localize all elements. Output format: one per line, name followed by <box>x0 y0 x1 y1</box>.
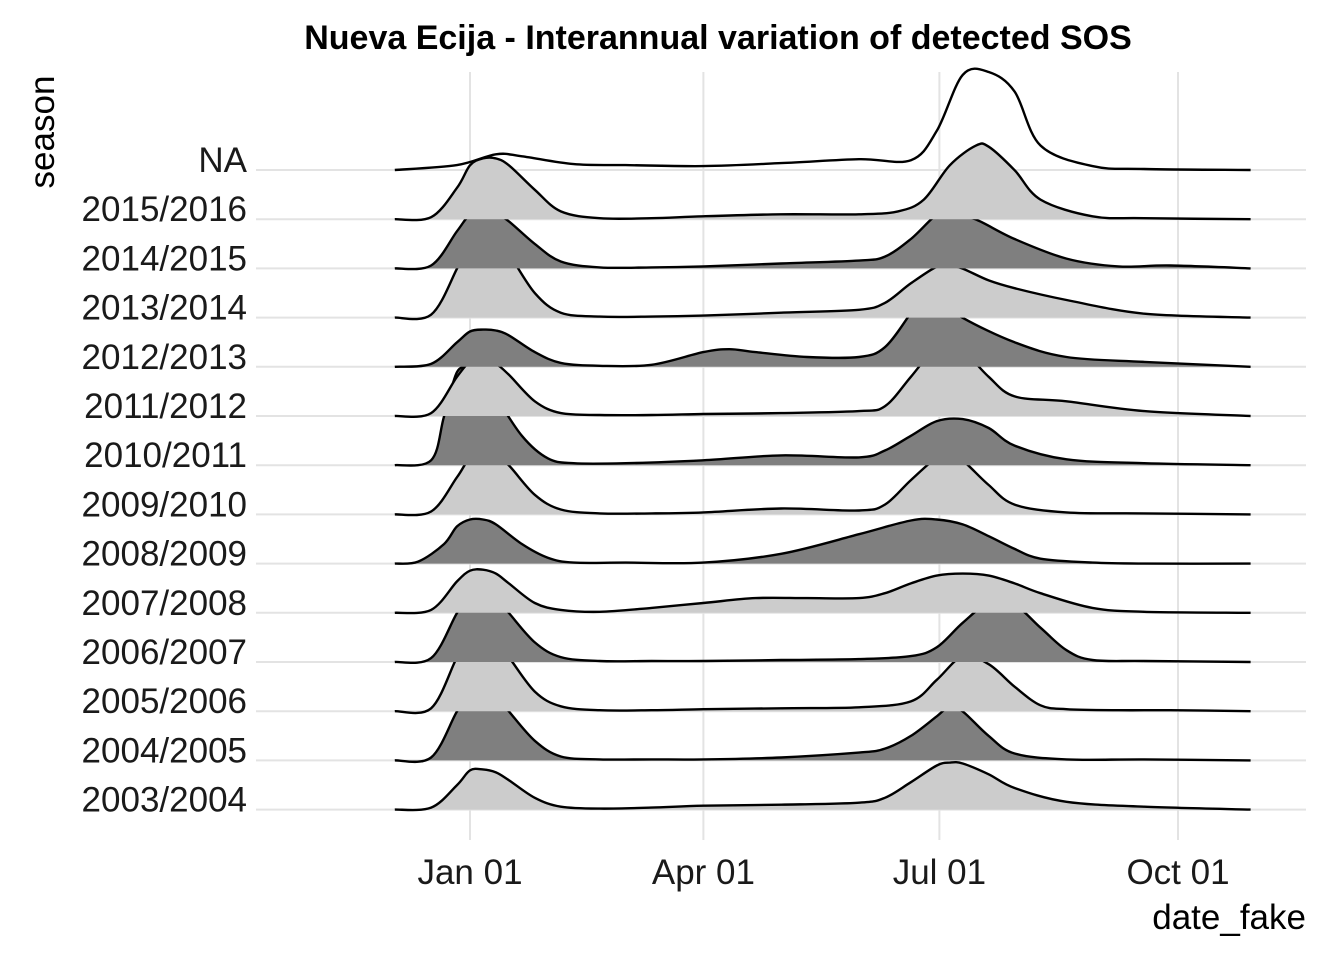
y-axis-title: season <box>23 76 62 189</box>
ridge-line-2008-2009 <box>394 517 1251 565</box>
y-tick-label-na: NA <box>198 141 247 180</box>
ridge-fill-2008-2009 <box>394 518 1251 564</box>
ridges <box>394 67 1251 812</box>
y-tick-label-2006-2007: 2006/2007 <box>82 633 247 672</box>
ridge-line-na <box>394 67 1251 172</box>
y-tick-label-2007-2008: 2007/2008 <box>82 584 247 623</box>
y-tick-label-2011-2012: 2011/2012 <box>84 387 247 426</box>
y-tick-label-2012-2013: 2012/2013 <box>82 338 247 377</box>
y-tick-label-2009-2010: 2009/2010 <box>82 485 247 524</box>
y-tick-label-2015-2016: 2015/2016 <box>82 190 247 229</box>
y-tick-label-2003-2004: 2003/2004 <box>82 781 247 820</box>
x-tick-label-apr-01: Apr 01 <box>652 853 755 892</box>
x-tick-label-oct-01: Oct 01 <box>1126 853 1229 892</box>
ridge-line-2007-2008 <box>394 568 1251 615</box>
ridge-fill-2011-2012 <box>394 342 1251 417</box>
y-tick-label-2013-2014: 2013/2014 <box>82 289 247 328</box>
y-tick-label-2005-2006: 2005/2006 <box>82 682 247 721</box>
x-tick-label-jan-01: Jan 01 <box>417 853 522 892</box>
x-tick-labels: Jan 01 Apr 01 Jul 01 Oct 01 <box>417 853 1229 892</box>
x-tick-label-jul-01: Jul 01 <box>893 853 986 892</box>
ridge-fill-2007-2008 <box>394 569 1251 614</box>
x-axis-title: date_fake <box>1152 898 1306 937</box>
ridge-fill-2014-2015 <box>394 211 1251 270</box>
ridge-line-2012-2013 <box>394 291 1251 368</box>
y-tick-label-2004-2005: 2004/2005 <box>82 731 247 770</box>
ridge-fill-2013-2014 <box>394 235 1251 320</box>
ridge-fill-2006-2007 <box>394 592 1251 663</box>
y-tick-label-2014-2015: 2014/2015 <box>82 239 247 278</box>
ridge-fill-2003-2004 <box>394 762 1251 811</box>
ridge-fill-2015-2016 <box>394 143 1251 221</box>
y-tick-label-2008-2009: 2008/2009 <box>82 535 247 574</box>
y-tick-labels: NA 2015/2016 2014/2015 2013/2014 2012/2013 20… <box>82 141 248 820</box>
ridge-fill-2012-2013 <box>394 292 1251 367</box>
chart-title: Nueva Ecija - Interannual variation of d… <box>304 19 1132 57</box>
ridge-line-2003-2004 <box>394 760 1251 812</box>
y-tick-label-2010-2011: 2010/2011 <box>84 436 247 475</box>
